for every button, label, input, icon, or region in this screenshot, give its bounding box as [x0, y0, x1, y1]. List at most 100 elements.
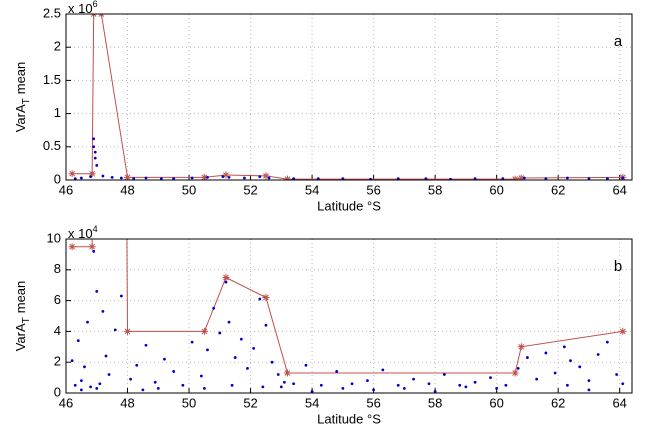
scatter-point [89, 385, 93, 389]
scatter-point [221, 175, 225, 179]
star-marker [200, 173, 208, 180]
scatter-point [144, 343, 148, 347]
plot-content [68, 239, 627, 393]
scatter-point [442, 373, 446, 376]
plot-area [66, 239, 632, 393]
multiplier-base: x 10 [68, 226, 93, 241]
x-tick-label: 54 [305, 395, 319, 410]
scatter-point [304, 363, 308, 367]
star-marker [68, 170, 76, 178]
x-tick-label: 60 [489, 395, 503, 410]
scatter-point [206, 348, 209, 352]
scatter-point [489, 376, 492, 379]
x-tick-label: 46 [59, 395, 73, 410]
scatter-point [621, 382, 625, 386]
scatter-point [621, 176, 625, 180]
x-tick-label: 56 [366, 182, 380, 197]
scatter-point [132, 177, 136, 180]
x-tick-label: 52 [243, 182, 257, 197]
x-tick-label: 64 [612, 395, 626, 410]
scatter-point [101, 309, 105, 313]
scatter-point [199, 374, 203, 378]
scatter-point [156, 386, 160, 390]
star-marker [222, 274, 230, 281]
scatter-point [310, 390, 314, 393]
star-marker [222, 171, 230, 179]
y-tick-label: 2 [54, 354, 61, 369]
scatter-point [93, 156, 97, 160]
star-marker [619, 327, 627, 335]
scatter-point [79, 379, 83, 383]
scatter-point [544, 351, 548, 355]
y-tick-label: 2 [54, 39, 61, 54]
scatter-point [587, 388, 591, 392]
scatter-point [267, 176, 271, 180]
scatter-point [129, 377, 132, 381]
scatter-point [239, 337, 243, 341]
scatter-point [369, 177, 372, 180]
scatter-point [203, 386, 206, 390]
scatter-point [107, 373, 111, 376]
scatter-point [396, 177, 400, 180]
axis-multiplier: x 106 [68, 0, 98, 16]
scatter-point [264, 323, 268, 327]
scatter-point [224, 280, 228, 284]
scatter-point [73, 177, 77, 180]
scatter-point [535, 377, 539, 381]
y-tick-label: 8 [54, 261, 61, 276]
scatter-point [227, 320, 231, 324]
scatter-point [279, 385, 283, 389]
scatter-point [292, 382, 296, 386]
y-tick-label: 4 [54, 323, 61, 338]
scatter-point [319, 383, 323, 387]
y-tick-label: 0.5 [43, 138, 61, 153]
scatter-point [243, 176, 246, 180]
x-label: Latitude °S [317, 411, 381, 426]
y-label-sub: T [21, 98, 32, 104]
y-label-main: VarA [13, 104, 28, 132]
scatter-point [95, 163, 99, 167]
star-marker [511, 175, 519, 180]
scatter-point [372, 388, 376, 392]
x-tick-label: 46 [59, 182, 73, 197]
scatter-point [433, 390, 437, 393]
scatter-point [464, 385, 468, 389]
scatter-point [73, 383, 77, 387]
scatter-point [516, 366, 520, 370]
y-label: VarATmean [13, 62, 31, 133]
scatter-point [495, 386, 499, 390]
scatter-point [70, 359, 74, 363]
scatter-point [427, 382, 431, 386]
y-tick-label: 1.5 [43, 72, 61, 87]
multiplier-exponent: 4 [93, 224, 98, 234]
scatter-point [569, 359, 572, 363]
scatter-point [79, 388, 83, 392]
scatter-point [86, 320, 89, 324]
star-marker [88, 170, 96, 178]
scatter-point [292, 177, 296, 180]
x-tick-label: 58 [428, 395, 442, 410]
scatter-point [566, 383, 569, 387]
scatter-point [113, 328, 117, 332]
star-marker [517, 174, 525, 180]
scatter-point [587, 379, 591, 383]
scatter-point [190, 340, 194, 344]
star-marker [68, 243, 76, 251]
y-label-sub: T [21, 317, 32, 323]
x-tick-label: 50 [182, 395, 196, 410]
y-tick-label: 2.5 [43, 5, 61, 20]
scatter-point [605, 340, 609, 344]
scatter-point [141, 388, 145, 392]
scatter-point [95, 289, 99, 293]
y-tick-label: 6 [54, 292, 61, 307]
scatter-point [144, 176, 148, 180]
scatter-point [335, 370, 339, 373]
plot-content [68, 14, 627, 180]
axes-box [65, 13, 633, 181]
scatter-point [163, 357, 166, 361]
scatter-point [283, 380, 286, 384]
star-marker [262, 172, 270, 180]
star-marker [262, 294, 270, 302]
scatter-point [190, 176, 194, 180]
